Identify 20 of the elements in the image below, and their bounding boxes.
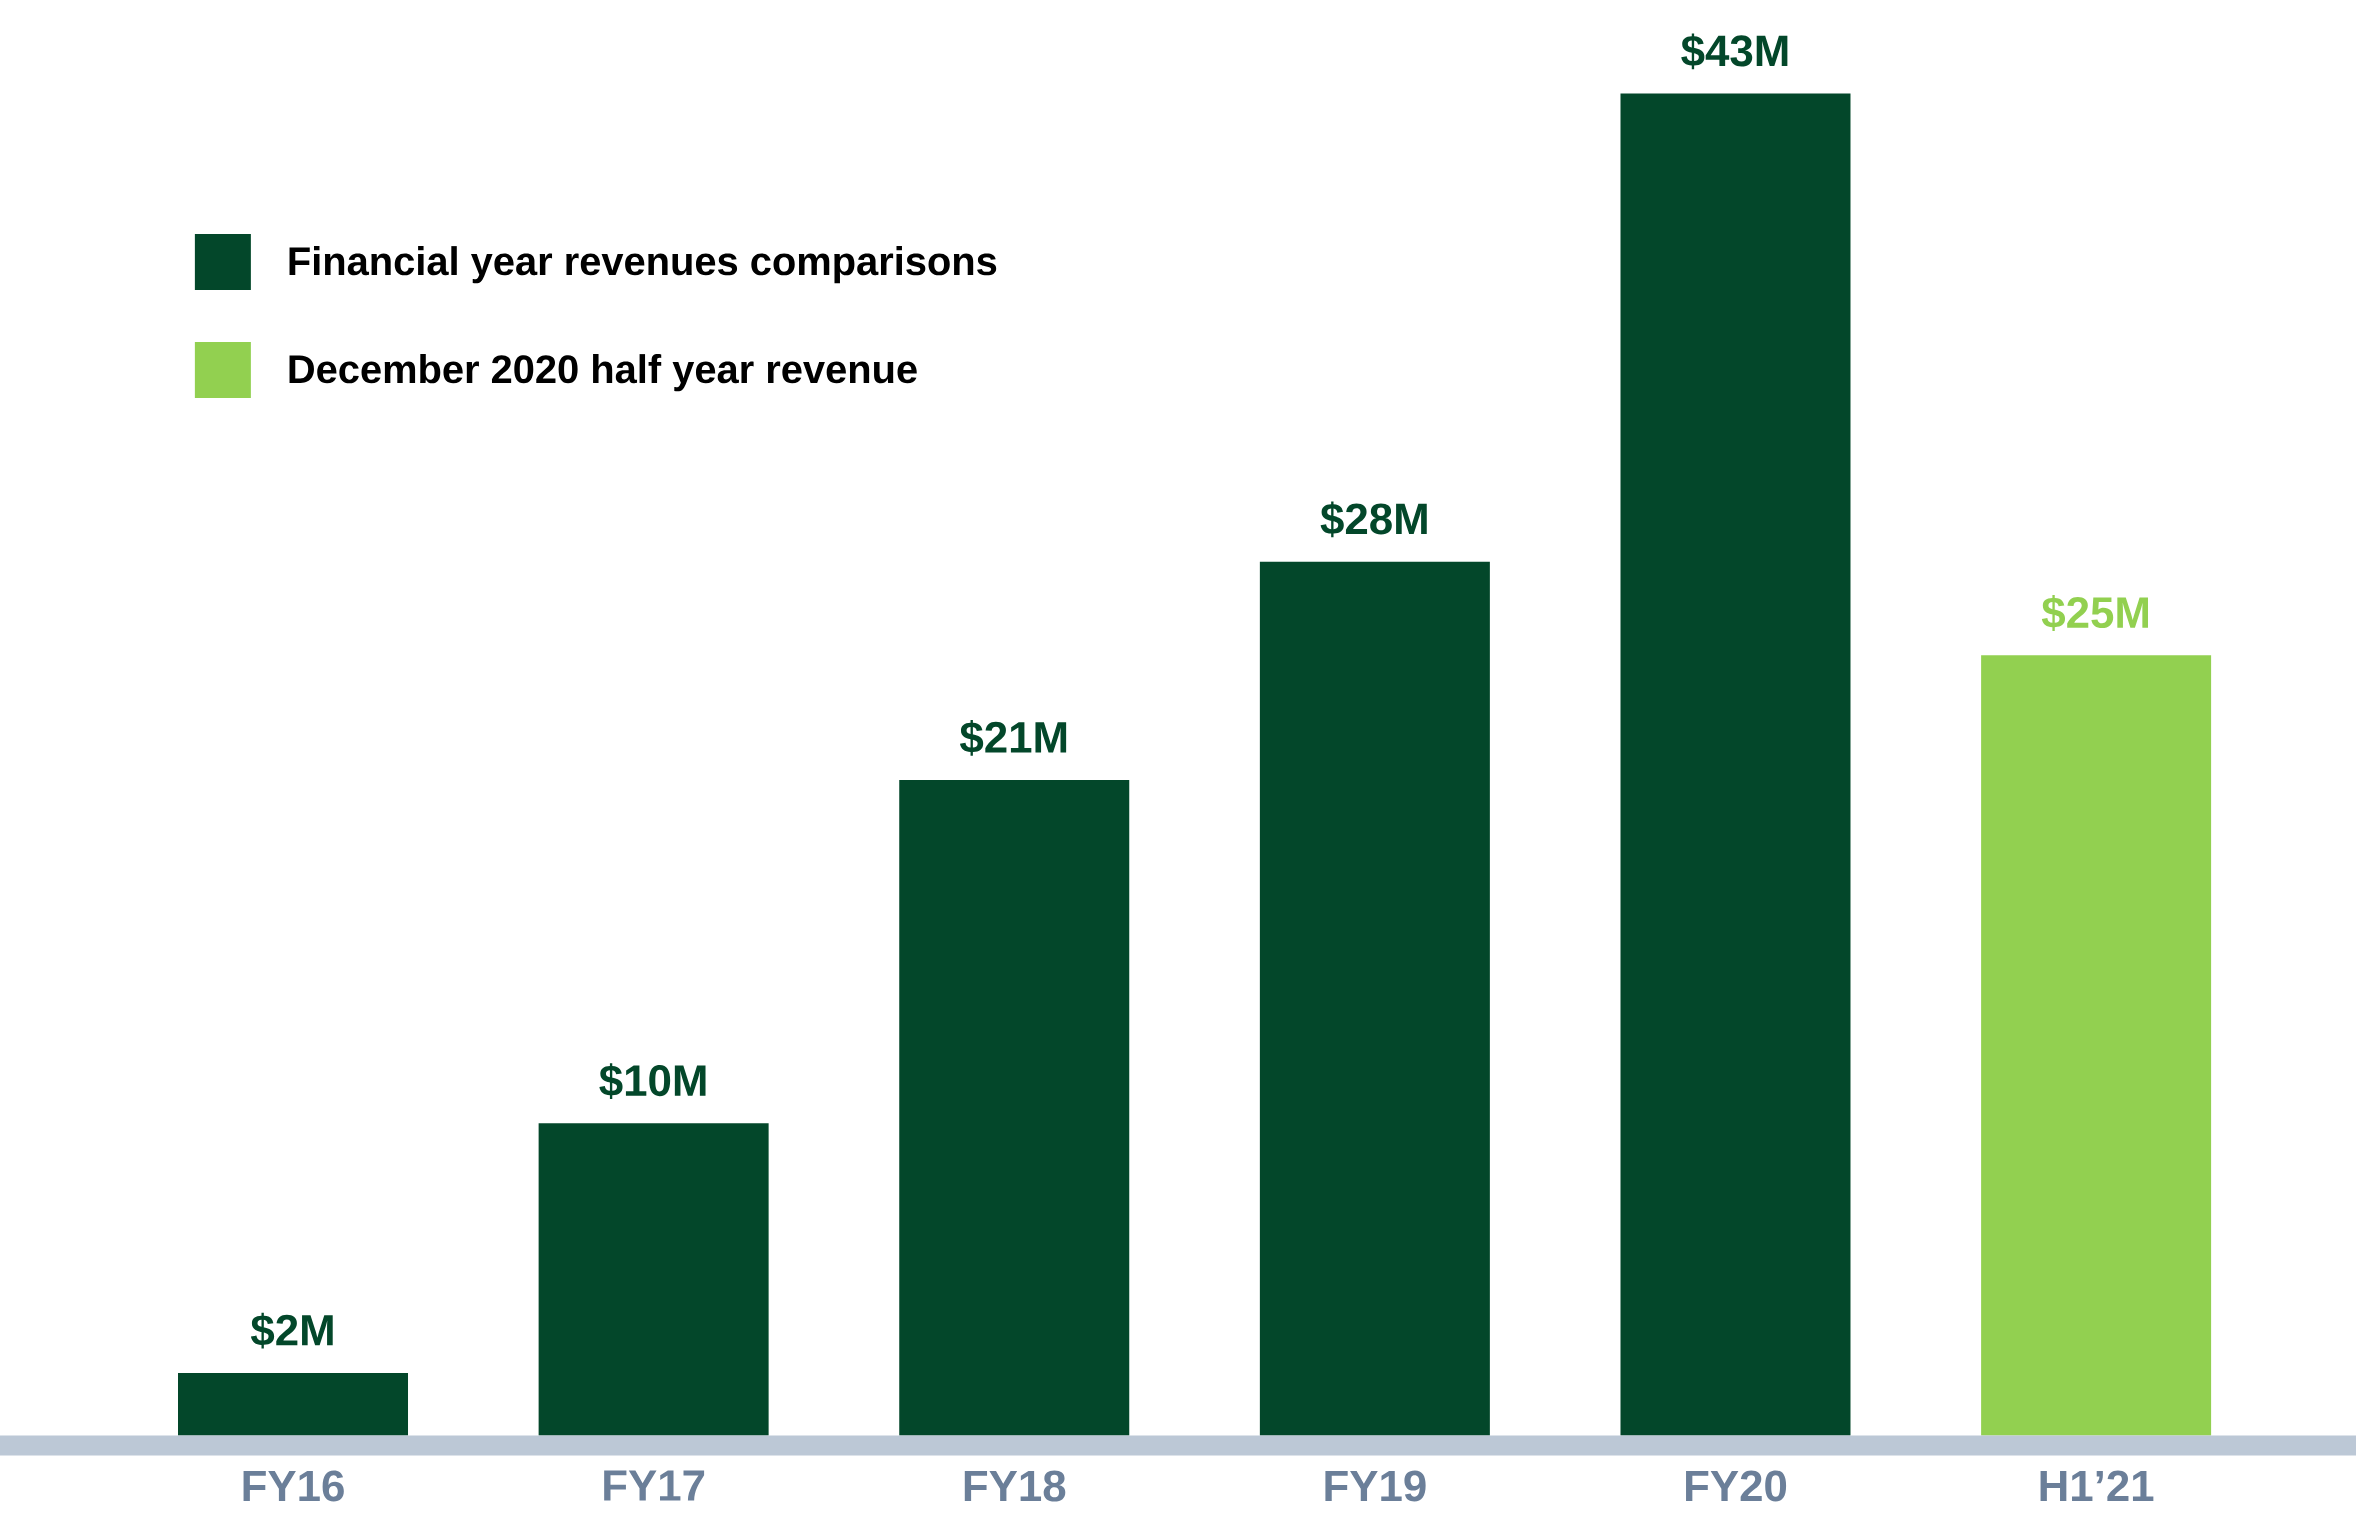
x-tick-label: FY16 [243, 1470, 344, 1502]
x-tick-label: FY17 [604, 1470, 705, 1501]
x-tick-label: FY18 [964, 1470, 1066, 1502]
x-tick-label: FY19 [1325, 1470, 1426, 1502]
legend-label: Financial year revenues comparisons [289, 246, 997, 284]
data-label: $28M [1320, 501, 1427, 538]
data-label: $2M [250, 1312, 333, 1349]
bar [178, 1372, 409, 1436]
data-label: $25M [2041, 595, 2148, 631]
legend-label: December 2020 half year revenue [289, 354, 917, 392]
bar [1620, 93, 1851, 1436]
data-label: $10M [599, 1063, 706, 1099]
bar [899, 780, 1130, 1436]
bar [1259, 561, 1490, 1436]
x-tick-label: H1’21 [2040, 1470, 2154, 1502]
bar [538, 1123, 769, 1436]
data-label: $43M [1681, 33, 1788, 70]
x-tick-label: FY20 [1686, 1470, 1787, 1502]
data-label: $21M [959, 719, 1067, 756]
bar [1981, 655, 2212, 1436]
